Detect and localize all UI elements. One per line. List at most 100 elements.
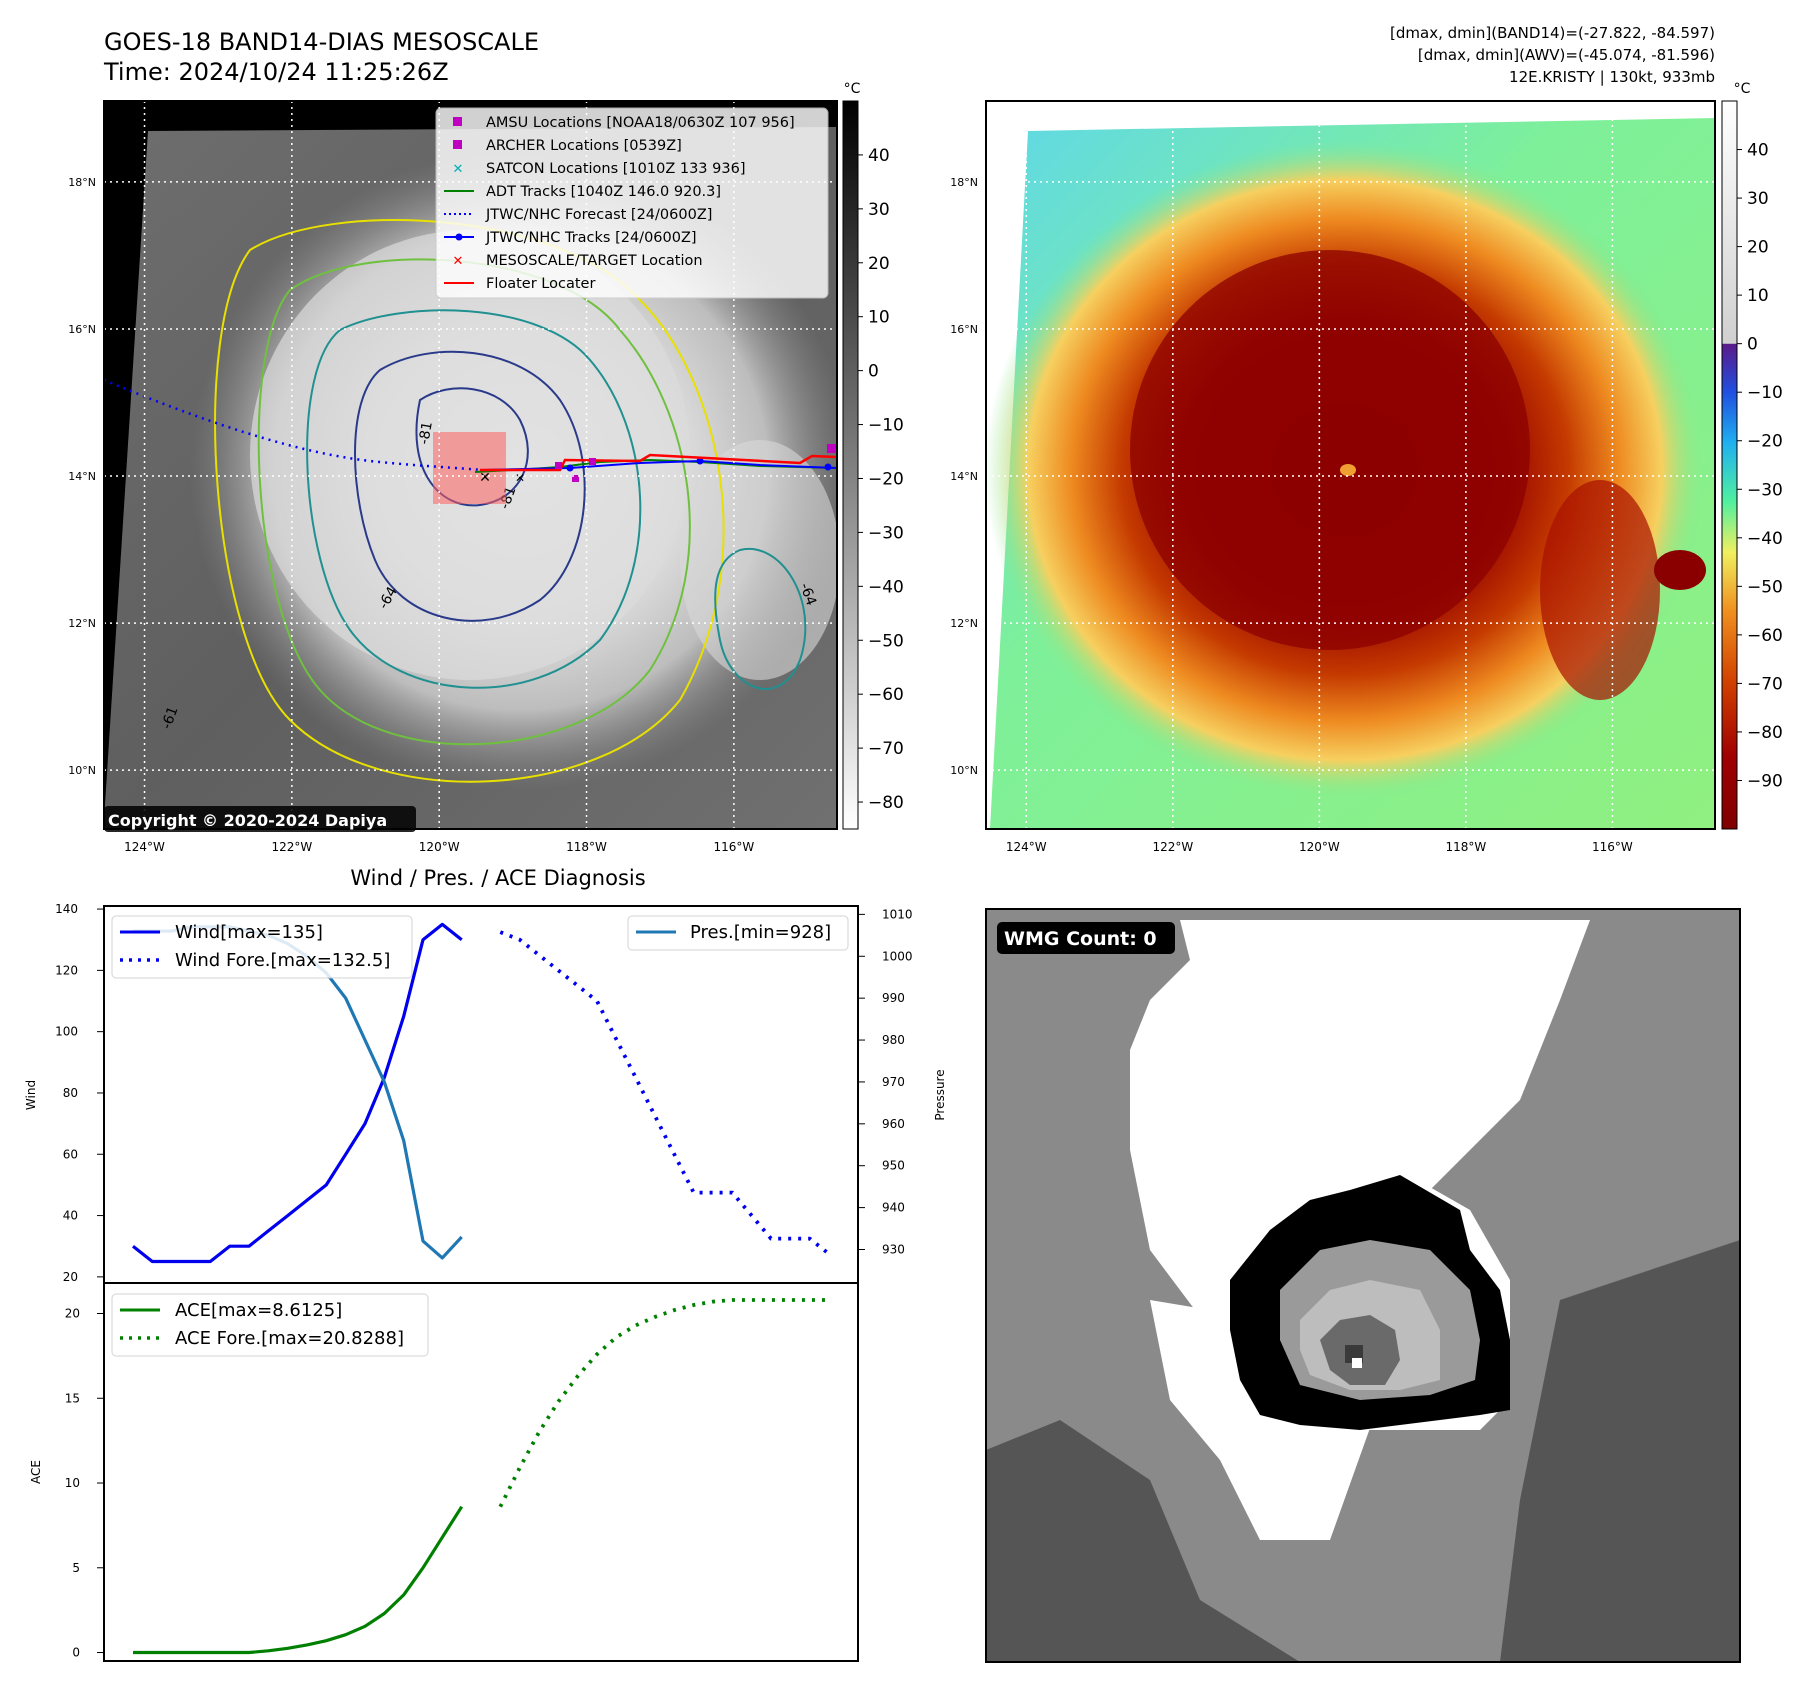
colorbar-tick-label: 0 — [1747, 335, 1758, 355]
colorbar-tick-label: 30 — [868, 200, 890, 220]
awv-colorbar-unit: °C — [1734, 81, 1751, 97]
figure-time: Time: 2024/10/24 11:25:26Z — [103, 58, 449, 86]
pressure-ytick-label: 960 — [882, 1117, 905, 1131]
legend-label: MESOSCALE/TARGET Location — [486, 253, 703, 269]
jtwc-forecast-track — [104, 378, 483, 472]
wmg-panel: WMG Count: 0 — [985, 908, 1741, 1663]
legend-x-marker: ✕ — [453, 162, 464, 177]
wind-ytick-label: 40 — [63, 1209, 78, 1223]
colorbar-tick-label: −60 — [868, 685, 904, 705]
legend-ace-forecast: ACE Fore.[max=20.8288] — [175, 1328, 404, 1349]
colorbar-tick-label: 0 — [868, 362, 879, 382]
colorbar-tick-label: −30 — [868, 523, 904, 543]
lon-label: 124°W — [1006, 840, 1047, 854]
target-marker: ✕ — [479, 470, 491, 486]
colorbar-tick-label: −70 — [1747, 674, 1783, 694]
lon-label: 118°W — [566, 840, 607, 854]
ir-legend-item: AMSU Locations [NOAA18/0630Z 107 956] — [453, 115, 795, 131]
colorbar-tick-label: −40 — [1747, 529, 1783, 549]
wind-y-ticks: 20 40 60 80 100 120 140 — [55, 902, 104, 1284]
legend-label: ADT Tracks [1040Z 146.0 920.3] — [486, 184, 721, 200]
colorbar-tick-label: −60 — [1747, 626, 1783, 646]
ir-lon-labels: 124°W 122°W 120°W 118°W 116°W — [124, 840, 754, 854]
lon-label: 124°W — [124, 840, 165, 854]
ir-lat-labels: 18°N 16°N 14°N 12°N 10°N — [68, 176, 96, 777]
legend-square-marker — [453, 140, 462, 149]
legend-label: SATCON Locations [1010Z 133 936] — [486, 161, 745, 177]
pressure-ytick-label: 970 — [882, 1075, 905, 1089]
lon-label: 122°W — [1152, 840, 1193, 854]
colorbar-tick-label: −50 — [1747, 577, 1783, 597]
archer-marker — [572, 475, 579, 482]
ace-ytick-label: 15 — [65, 1391, 80, 1405]
lon-label: 118°W — [1446, 840, 1487, 854]
legend-pressure: Pres.[min=928] — [690, 922, 831, 943]
ace-ytick-label: 0 — [72, 1646, 80, 1660]
colorbar-tick-label: −80 — [1747, 723, 1783, 743]
satcon-marker: ✕ — [515, 471, 525, 485]
ace-observed-line — [133, 1505, 464, 1655]
ir-legend-item: ✕ SATCON Locations [1010Z 133 936] — [453, 161, 746, 177]
colorbar-tick-label: −10 — [1747, 383, 1783, 403]
pressure-ytick-label: 930 — [882, 1242, 905, 1256]
legend-x-marker: ✕ — [453, 254, 464, 269]
colorbar-tick-label: −20 — [1747, 432, 1783, 452]
lat-label: 16°N — [950, 323, 978, 336]
lon-label: 122°W — [271, 840, 312, 854]
legend-label: JTWC/NHC Forecast [24/0600Z] — [485, 207, 712, 223]
info-storm: 12E.KRISTY | 130kt, 933mb — [1509, 68, 1715, 86]
lat-label: 16°N — [68, 323, 96, 336]
ir-legend: AMSU Locations [NOAA18/0630Z 107 956] ARC… — [435, 107, 829, 299]
legend-wind: Wind[max=135] — [175, 922, 323, 943]
ace-ylabel: ACE — [29, 1460, 43, 1484]
lat-label: 12°N — [950, 617, 978, 630]
colorbar-tick-label: −10 — [868, 416, 904, 436]
colorbar-tick-label: −70 — [868, 739, 904, 759]
amsu-marker — [555, 462, 562, 469]
colorbar-tick-label: −50 — [868, 631, 904, 651]
legend-ace: ACE[max=8.6125] — [175, 1300, 342, 1321]
ace-y-ticks: 0 5 10 15 20 — [65, 1307, 104, 1660]
colorbar-tick-label: 10 — [868, 308, 890, 328]
wind-ytick-label: 140 — [55, 902, 78, 916]
wind-observed-line — [132, 922, 463, 1264]
ace-ytick-label: 5 — [72, 1561, 80, 1575]
legend-label: JTWC/NHC Tracks [24/0600Z] — [485, 230, 697, 246]
awv-colorbar — [1721, 100, 1738, 830]
copyright: Copyright © 2020-2024 Dapiya — [108, 811, 387, 830]
wind-ytick-label: 60 — [63, 1147, 78, 1161]
pressure-ytick-label: 1000 — [882, 949, 913, 963]
ace-ytick-label: 10 — [65, 1476, 80, 1490]
wind-ytick-label: 20 — [63, 1270, 78, 1284]
lon-label: 116°W — [713, 840, 754, 854]
awv-lon-labels: 124°W 122°W 120°W 118°W 116°W — [1006, 840, 1633, 854]
colorbar-tick-label: 40 — [868, 146, 890, 166]
ace-forecast-line — [498, 1298, 829, 1508]
lat-label: 14°N — [950, 470, 978, 483]
wind-ytick-label: 80 — [63, 1086, 78, 1100]
ir-legend-item: JTWC/NHC Tracks [24/0600Z] — [444, 230, 697, 246]
ir-legend-item: ARCHER Locations [0539Z] — [453, 138, 682, 154]
pressure-ytick-label: 940 — [882, 1201, 905, 1215]
contour-label-5: -61 — [159, 704, 182, 731]
info-band14-range: [dmax, dmin](BAND14)=(-27.822, -84.597) — [1390, 24, 1715, 42]
ace-ytick-label: 20 — [65, 1307, 80, 1321]
lat-label: 18°N — [68, 176, 96, 189]
legend-wind-forecast: Wind Fore.[max=132.5] — [175, 950, 390, 971]
awv-map-panel: 18°N 16°N 14°N 12°N 10°N 124°W 122°W 120°W 118°… — [950, 81, 1783, 854]
colorbar-tick-label: −30 — [1747, 480, 1783, 500]
pressure-ytick-label: 1010 — [882, 907, 913, 921]
awv-lat-labels: 18°N 16°N 14°N 12°N 10°N — [950, 176, 978, 777]
wind-legend: Wind[max=135] Wind Fore.[max=132.5] — [111, 915, 413, 979]
pressure-legend: Pres.[min=928] — [627, 915, 849, 951]
lat-label: 18°N — [950, 176, 978, 189]
colorbar-tick-label: 30 — [1747, 189, 1769, 209]
lat-label: 12°N — [68, 617, 96, 630]
pressure-ylabel: Pressure — [933, 1069, 947, 1120]
wind-ytick-label: 100 — [55, 1025, 78, 1039]
pressure-ytick-label: 990 — [882, 991, 905, 1005]
ir-legend-item: JTWC/NHC Forecast [24/0600Z] — [444, 207, 712, 223]
colorbar-tick-label: 20 — [1747, 238, 1769, 258]
lon-label: 120°W — [419, 840, 460, 854]
ir-colorbar-unit: °C — [844, 81, 861, 97]
